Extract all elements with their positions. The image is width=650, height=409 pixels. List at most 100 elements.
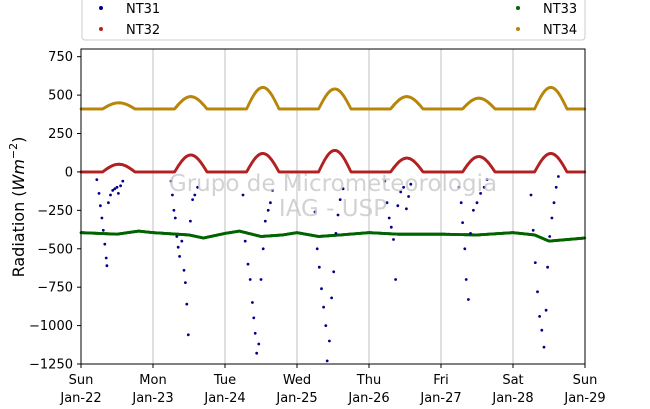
nt31-point bbox=[546, 265, 549, 269]
nt31-point bbox=[173, 216, 177, 220]
legend-box bbox=[81, 0, 586, 41]
nt31-point bbox=[405, 207, 408, 211]
y-tick-label: −1000 bbox=[29, 319, 73, 334]
nt31-point bbox=[111, 189, 115, 192]
y-tick-label: 0 bbox=[65, 165, 73, 180]
nt31-point bbox=[243, 239, 247, 243]
legend-marker-nt34 bbox=[516, 27, 520, 31]
x-tick-label-day: Sun bbox=[573, 373, 598, 388]
points-layer bbox=[79, 86, 587, 363]
plot-frame bbox=[80, 48, 586, 365]
nt31-point bbox=[263, 219, 267, 223]
nt31-point bbox=[336, 213, 340, 217]
nt31-point bbox=[271, 189, 274, 192]
nt31-point bbox=[191, 198, 195, 202]
nt31-point bbox=[169, 179, 173, 183]
nt31-point bbox=[550, 216, 554, 220]
nt31-point bbox=[529, 193, 533, 197]
nt31-point bbox=[189, 219, 192, 223]
nt31-point bbox=[536, 290, 539, 294]
nt31-point bbox=[257, 342, 261, 346]
nt31-point bbox=[196, 185, 200, 189]
nt31-point bbox=[396, 204, 400, 208]
nt31-point bbox=[334, 232, 338, 235]
grid-layer bbox=[152, 49, 514, 364]
x-tick-label-date: Jan-28 bbox=[491, 391, 533, 406]
nt31-point bbox=[97, 192, 101, 195]
nt31-point bbox=[467, 298, 470, 301]
nt31-point bbox=[119, 184, 122, 188]
nt31-point bbox=[172, 208, 176, 212]
nt31-point bbox=[320, 287, 323, 291]
nt31-point bbox=[324, 324, 328, 327]
legend-label-nt34: NT34 bbox=[543, 23, 577, 38]
y-tick-label: 500 bbox=[48, 89, 73, 104]
nt31-point bbox=[407, 195, 410, 198]
nt31-point bbox=[317, 265, 321, 269]
nt31-point bbox=[330, 296, 333, 300]
nt31-point bbox=[540, 328, 544, 332]
x-tick-label-day: Mon bbox=[139, 373, 166, 388]
legend-marker-nt32 bbox=[99, 27, 103, 31]
x-tick-label-day: Thu bbox=[356, 373, 381, 388]
x-tick-label-date: Jan-25 bbox=[275, 391, 317, 406]
watermark-line-1: Grupo de Micrometeorologia bbox=[169, 171, 497, 197]
nt31-point bbox=[184, 281, 187, 284]
nt31-point bbox=[259, 278, 263, 281]
y-tick-label: 250 bbox=[48, 127, 73, 142]
y-axis-title: Radiation (Wm−2) bbox=[7, 137, 28, 278]
nt31-point bbox=[322, 305, 325, 309]
nt31-point bbox=[387, 216, 391, 220]
nt31-point bbox=[95, 178, 99, 182]
nt31-point bbox=[313, 210, 317, 214]
nt31-point bbox=[107, 201, 110, 205]
nt31-point bbox=[261, 247, 265, 251]
nt31-point bbox=[479, 192, 482, 195]
nt31-point bbox=[328, 339, 331, 343]
nt31-point bbox=[171, 193, 174, 197]
nt31-point bbox=[246, 262, 250, 266]
nt31-point bbox=[464, 278, 468, 281]
nt31-point bbox=[341, 187, 345, 191]
nt31-point bbox=[531, 228, 535, 232]
nt31-point bbox=[182, 268, 186, 272]
nt31-point bbox=[557, 175, 560, 178]
nt31-point bbox=[394, 278, 397, 281]
x-tick-label-day: Fri bbox=[433, 373, 449, 388]
nt31-point bbox=[472, 208, 475, 212]
nt31-point bbox=[105, 264, 109, 268]
nt31-point bbox=[338, 198, 342, 202]
nt31-point bbox=[113, 187, 117, 191]
y-tick-label: −1250 bbox=[29, 358, 73, 373]
nt31-point bbox=[241, 193, 245, 197]
nt31-point bbox=[402, 185, 405, 189]
nt31-point bbox=[117, 192, 120, 195]
x-tick-label-day: Wed bbox=[283, 373, 311, 388]
nt31-point bbox=[485, 178, 489, 182]
x-tick-label-day: Tue bbox=[213, 373, 236, 388]
legend-label-nt31: NT31 bbox=[126, 2, 160, 17]
nt31-point bbox=[332, 270, 336, 274]
nt31-point bbox=[325, 359, 329, 363]
nt31-point bbox=[186, 333, 190, 337]
nt31-point bbox=[99, 204, 102, 208]
nt31-point bbox=[544, 308, 548, 312]
nt31-point bbox=[253, 331, 257, 335]
nt31-point bbox=[269, 201, 272, 205]
nt31-point bbox=[548, 235, 552, 238]
nt31-point bbox=[115, 185, 119, 189]
nt31-point bbox=[178, 255, 182, 258]
nt31-point bbox=[461, 221, 464, 225]
x-tick-label-date: Jan-29 bbox=[563, 391, 605, 406]
watermark: Grupo de Micrometeorologia IAG - USP bbox=[169, 171, 497, 222]
y-tick-label: −750 bbox=[37, 281, 73, 296]
x-tick-label-date: Jan-24 bbox=[203, 391, 245, 406]
nt31-point bbox=[121, 179, 125, 183]
y-tick-label: −500 bbox=[37, 242, 73, 257]
x-tick-label-date: Jan-23 bbox=[131, 391, 173, 406]
x-tick-label-day: Sat bbox=[502, 373, 523, 388]
nt31-point bbox=[103, 242, 107, 246]
y-tick-label: 750 bbox=[48, 50, 73, 65]
nt31-point bbox=[109, 193, 112, 197]
